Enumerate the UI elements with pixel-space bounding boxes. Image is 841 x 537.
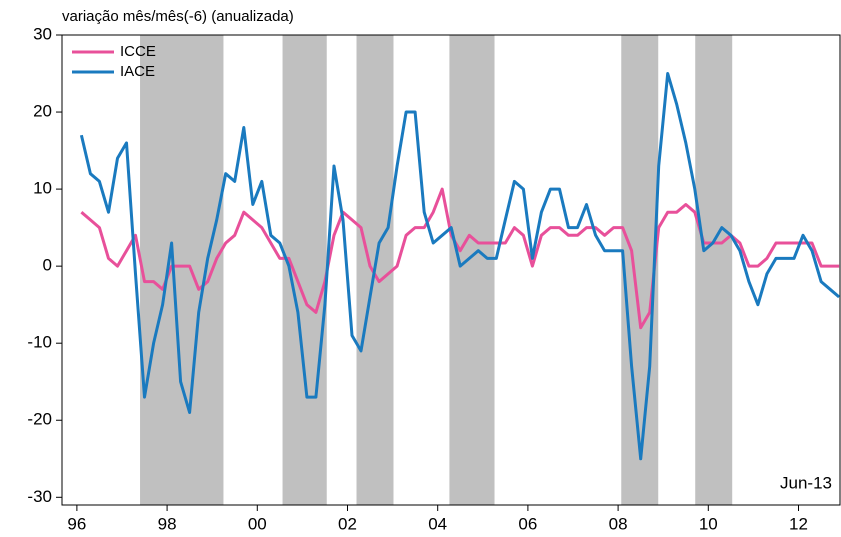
y-tick-label: 10 bbox=[33, 179, 52, 198]
y-tick-label: 20 bbox=[33, 102, 52, 121]
series-line bbox=[79, 72, 841, 461]
x-tick-label: 00 bbox=[248, 514, 267, 533]
y-tick-label: -20 bbox=[27, 410, 52, 429]
shaded-band bbox=[695, 35, 733, 505]
subtitle: variação mês/mês(-6) (anualizada) bbox=[62, 8, 294, 25]
y-tick-label: -30 bbox=[27, 487, 52, 506]
shaded-band bbox=[621, 35, 659, 505]
legend-label: ICCE bbox=[120, 43, 156, 60]
y-tick-label: 30 bbox=[33, 24, 52, 43]
x-tick-label: 08 bbox=[609, 514, 628, 533]
legend-label: IACE bbox=[120, 63, 155, 80]
x-tick-label: 06 bbox=[518, 514, 537, 533]
x-tick-label: 98 bbox=[158, 514, 177, 533]
x-tick-label: 10 bbox=[699, 514, 718, 533]
x-tick-label: 12 bbox=[789, 514, 808, 533]
y-tick-label: -10 bbox=[27, 333, 52, 352]
x-tick-label: 04 bbox=[428, 514, 447, 533]
x-tick-label: 96 bbox=[67, 514, 86, 533]
shaded-band bbox=[449, 35, 495, 505]
shaded-band bbox=[140, 35, 224, 505]
annotation: Jun-13 bbox=[780, 473, 832, 492]
plot-frame bbox=[61, 34, 841, 506]
x-tick-label: 02 bbox=[338, 514, 357, 533]
y-tick-label: 0 bbox=[43, 256, 52, 275]
